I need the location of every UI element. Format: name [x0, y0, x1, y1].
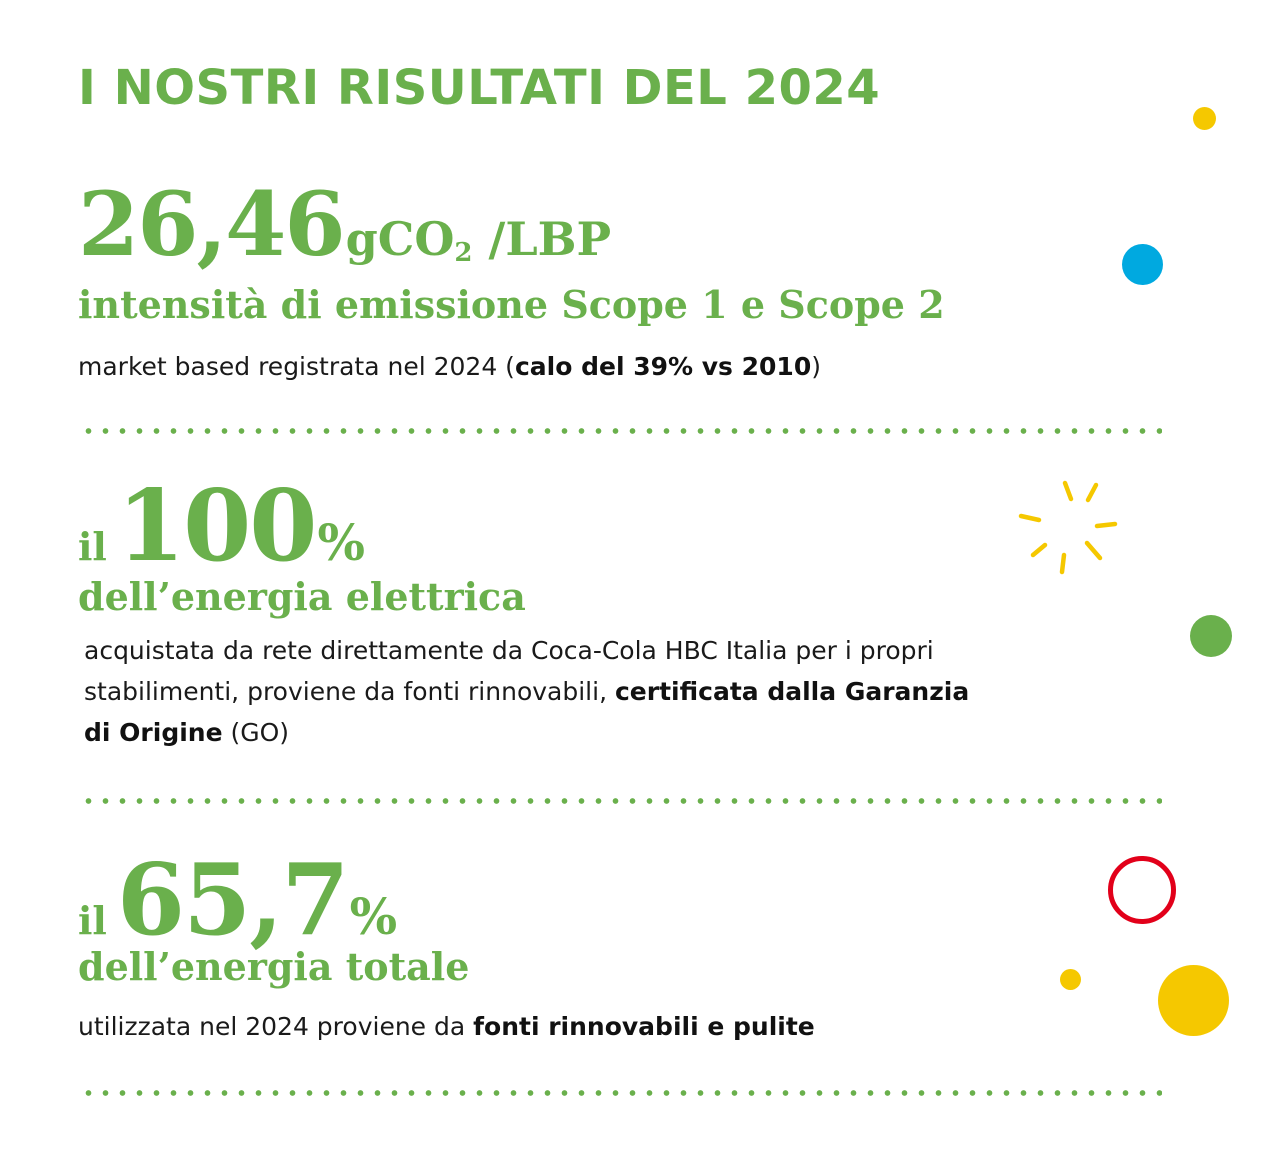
electric-number: 100: [116, 469, 318, 584]
emission-desc-close: ): [811, 352, 821, 381]
dotted-divider: [80, 798, 1162, 804]
electric-description: acquistata da rete direttamente da Coca-…: [84, 630, 969, 753]
emission-intensity-value: 26,46gCO2 /LBP: [78, 180, 611, 268]
electric-desc-line-3-text: (GO): [222, 718, 290, 747]
emission-desc-bold: calo del 39% vs 2010: [514, 352, 812, 381]
red-ring-icon: [1108, 856, 1176, 924]
yellow-dot-icon: [1193, 107, 1216, 130]
electric-desc-line-2-text: stabilimenti, proviene da fonti rinnovab…: [84, 677, 615, 706]
electric-subtitle: dell’energia elettrica: [78, 574, 526, 619]
electric-desc-line-1: acquistata da rete direttamente da Coca-…: [84, 636, 934, 665]
electric-desc-line-2: stabilimenti, proviene da fonti rinnovab…: [84, 671, 969, 712]
total-description: utilizzata nel 2024 proviene da fonti ri…: [78, 1006, 815, 1047]
emission-unit-main: gCO: [345, 212, 455, 266]
electric-percent-sign: %: [317, 513, 365, 572]
total-energy-value: il 65,7%: [78, 852, 397, 950]
electric-energy-value: il 100%: [78, 478, 365, 576]
total-percent-sign: %: [349, 887, 398, 946]
emission-number: 26,46: [78, 172, 346, 276]
total-subtitle: dell’energia totale: [78, 944, 470, 989]
emission-unit-subscript: 2: [454, 238, 473, 268]
dotted-divider: [80, 428, 1162, 434]
blue-dot-icon: [1122, 244, 1163, 285]
page-title: I NOSTRI RISULTATI DEL 2024: [78, 60, 881, 116]
total-desc-text: utilizzata nel 2024 proviene da: [78, 1012, 474, 1041]
small-yellow-dot-icon: [1060, 969, 1081, 990]
green-dot-icon: [1190, 615, 1232, 657]
electric-desc-line-2-bold: certificata dalla Garanzia: [614, 677, 970, 706]
total-number: 65,7: [116, 843, 350, 958]
dotted-divider: [80, 1090, 1162, 1096]
emission-desc-text: market based registrata nel 2024 (: [78, 352, 515, 381]
emission-unit-tail: /LBP: [472, 212, 612, 266]
large-yellow-dot-icon: [1158, 965, 1229, 1036]
electric-desc-line-3-bold: di Origine: [84, 718, 223, 747]
sparkle-icon: [1018, 480, 1118, 575]
electric-prefix: il: [78, 524, 107, 569]
total-desc-bold: fonti rinnovabili e pulite: [473, 1012, 815, 1041]
electric-desc-line-3: di Origine (GO): [84, 712, 969, 753]
emission-unit: gCO2 /LBP: [346, 212, 612, 266]
emission-description: market based registrata nel 2024 (calo d…: [78, 346, 821, 387]
total-prefix: il: [78, 898, 107, 943]
emission-subtitle: intensità di emissione Scope 1 e Scope 2: [78, 282, 945, 327]
